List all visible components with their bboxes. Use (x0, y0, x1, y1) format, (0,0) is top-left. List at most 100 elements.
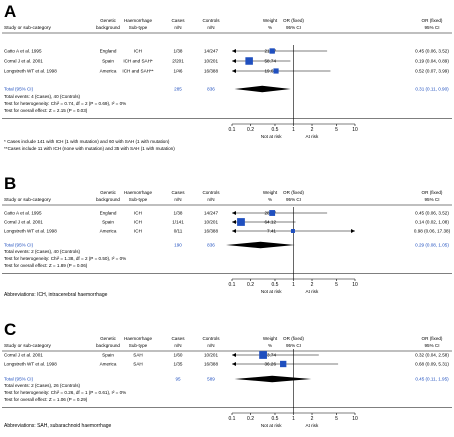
ci-arrow-left (232, 362, 236, 366)
study-square (290, 229, 295, 233)
study-ci: 0.14 (0.02, 1.08) (415, 220, 449, 225)
header-study: Study or sub-category (4, 197, 52, 203)
x-tick-label: 0.1 (229, 282, 236, 288)
total-label: Total (95% CI) (4, 377, 34, 382)
study-subtype: ICH (134, 49, 142, 54)
x-tick-label: 0.2 (247, 416, 254, 422)
forest-panel-c: C Study or sub-category Genetic background H… (2, 320, 452, 429)
study-square (259, 351, 267, 359)
total-controls: 836 (207, 87, 215, 92)
study-controls: 16/388 (204, 69, 218, 74)
total-ci: 0.31 (0.11, 0.90) (415, 87, 449, 92)
study-controls: 10/201 (204, 220, 218, 225)
right-label: At risk (306, 423, 319, 428)
header-or-plot-2: 95% CI (286, 25, 301, 30)
panel-label: C (4, 320, 16, 339)
study-background: Spain (102, 220, 114, 225)
header-or-plot-1: OR (fixed) (283, 336, 304, 341)
study-subtype: SAH (133, 362, 142, 367)
header-weight-2: % (268, 197, 272, 202)
study-square (269, 210, 276, 216)
study-subtype: ICH and SAH** (122, 69, 153, 74)
header-controls-1: Controls (202, 336, 220, 341)
header-haem-1: Haemorrhage (124, 190, 153, 195)
study-subtype: SAH (133, 353, 142, 358)
stats-line: Test for heterogeneity: Chi² = 1.38, df … (4, 256, 126, 261)
footnote: Abbreviations: ICH, intracerebral haemor… (4, 292, 108, 298)
x-tick-label: 2 (311, 416, 314, 422)
header-controls-1: Controls (202, 190, 220, 195)
stats-line: Total events: 2 (Cases), 26 (Controls) (4, 383, 81, 388)
x-tick-label: 10 (352, 416, 358, 422)
study-background: America (100, 362, 117, 367)
x-tick-label: 5 (335, 416, 338, 422)
x-tick-label: 1 (292, 416, 295, 422)
header-haem-2: Sub-type (129, 25, 148, 30)
ci-arrow-left (232, 211, 236, 215)
study-cases: 1/35 (174, 362, 183, 367)
study-subtype: ICH (134, 229, 142, 234)
study-square (269, 48, 275, 54)
study-controls: 14/247 (204, 211, 218, 216)
study-name: Longstreth WT et al. 1998 (4, 69, 57, 74)
study-controls: 16/388 (204, 362, 218, 367)
total-controls: 836 (207, 243, 215, 248)
header-genetic-1: Genetic (100, 336, 117, 341)
total-ci: 0.29 (0.08, 1.05) (415, 243, 449, 248)
header-haem-2: Sub-type (129, 343, 148, 348)
total-label: Total (95% CI) (4, 243, 34, 248)
study-subtype: ICH (134, 211, 142, 216)
stats-line: Test for overall effect: Z = 1.89 (P = 0… (4, 263, 88, 268)
header-controls-2: n/N (207, 343, 214, 348)
x-tick-label: 0.2 (247, 282, 254, 288)
x-tick-label: 2 (311, 282, 314, 288)
header-weight-1: Weight (263, 18, 278, 23)
footnote: Abbreviations: SAH, subarachnoid haemorr… (4, 423, 112, 429)
header-or-plot-1: OR (fixed) (283, 18, 304, 23)
study-square (280, 360, 287, 368)
study-background: England (100, 49, 117, 54)
x-tick-label: 0.1 (229, 127, 236, 133)
header-or-text-2: 95% CI (424, 343, 439, 348)
ci-arrow-left (232, 220, 236, 224)
stats-line: Test for heterogeneity: Chi² = 0.26, df … (4, 390, 126, 395)
study-background: England (100, 211, 117, 216)
stats-line: Total events: 2 (Cases), 40 (Controls) (4, 249, 81, 254)
ci-arrow-left (232, 229, 236, 233)
study-name: Longstreth WT et al. 1998 (4, 229, 57, 234)
header-cases-2: n/N (174, 197, 181, 202)
header-genetic-2: background (96, 25, 120, 30)
header-weight-1: Weight (263, 336, 278, 341)
total-cases: 285 (174, 87, 182, 92)
study-name: Corral J et al. 2001 (4, 353, 43, 358)
header-cases-1: Cases (171, 190, 185, 195)
header-weight-2: % (268, 343, 272, 348)
panel-label: B (4, 174, 16, 193)
left-label: Not at risk (261, 423, 282, 428)
x-tick-label: 0.5 (272, 127, 279, 133)
header-or-plot-2: 95% CI (286, 343, 301, 348)
study-ci: 0.98 (0.06, 17.38) (414, 229, 451, 234)
header-haem-2: Sub-type (129, 197, 148, 202)
study-ci: 0.52 (0.07, 3.99) (415, 69, 449, 74)
study-controls: 16/388 (204, 229, 218, 234)
study-subtype: ICH (134, 220, 142, 225)
ci-arrow-left (232, 49, 236, 53)
header-or-text-2: 95% CI (424, 197, 439, 202)
study-controls: 14/247 (204, 49, 218, 54)
header-genetic-2: background (96, 343, 120, 348)
study-background: Spain (102, 59, 114, 64)
total-diamond (234, 375, 312, 383)
study-cases: 1/46 (174, 69, 183, 74)
header-cases-1: Cases (171, 336, 185, 341)
x-tick-label: 0.2 (247, 127, 254, 133)
x-tick-label: 0.5 (272, 416, 279, 422)
stats-line: Total events: 4 (Cases), 40 (Controls) (4, 94, 81, 99)
header-cases-2: n/N (174, 343, 181, 348)
study-cases: 1/141 (172, 220, 184, 225)
footnote: **Cases include 11 with ICH (none with m… (4, 146, 175, 151)
header-controls-1: Controls (202, 18, 220, 23)
header-study: Study or sub-category (4, 343, 52, 349)
x-tick-label: 0.5 (272, 282, 279, 288)
